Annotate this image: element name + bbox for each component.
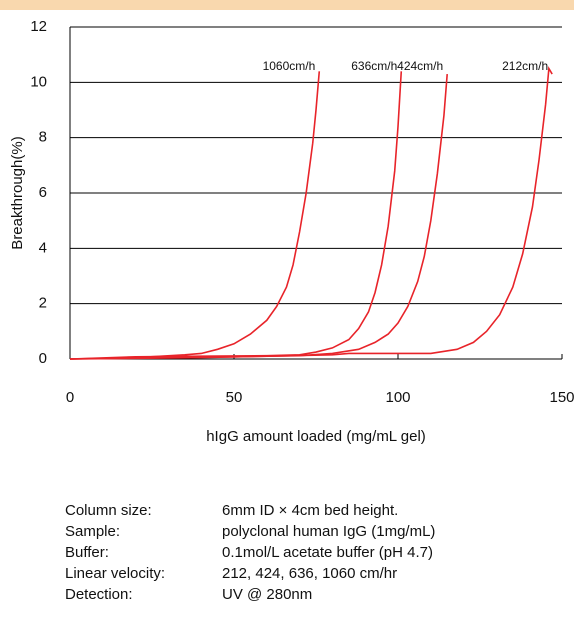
note-value: 6mm ID × 4cm bed height. — [222, 502, 398, 519]
curve-label: 636cm/h — [351, 59, 397, 73]
x-tick-label: 0 — [66, 389, 74, 406]
y-tick-label: 12 — [30, 18, 47, 35]
x-tick-label: 50 — [226, 389, 243, 406]
series-line — [69, 71, 321, 360]
curve-label: 1060cm/h — [263, 59, 316, 73]
note-label: Column size: — [65, 502, 152, 519]
y-axis-title: Breakthrough(%) — [9, 136, 26, 249]
header-band — [0, 0, 574, 10]
series-line — [69, 71, 403, 360]
note-value: UV @ 280nm — [222, 586, 312, 603]
y-tick-label: 0 — [39, 350, 47, 367]
note-label: Buffer: — [65, 544, 109, 561]
series-line — [69, 73, 448, 360]
note-value: polyclonal human IgG (1mg/mL) — [222, 523, 435, 540]
y-tick-label: 10 — [30, 73, 47, 90]
y-tick-label: 6 — [39, 184, 47, 201]
curve-label: 212cm/h — [502, 59, 548, 73]
note-value: 0.1mol/L acetate buffer (pH 4.7) — [222, 544, 433, 561]
curve-label: 424cm/h — [397, 59, 443, 73]
series-line — [69, 65, 553, 360]
note-label: Detection: — [65, 586, 133, 603]
note-label: Sample: — [65, 523, 120, 540]
y-tick-label: 4 — [39, 239, 47, 256]
y-tick-label: 8 — [39, 129, 47, 146]
x-tick-label: 100 — [385, 389, 410, 406]
y-tick-label: 2 — [39, 295, 47, 312]
x-tick-label: 150 — [549, 389, 574, 406]
x-axis-title: hIgG amount loaded (mg/mL gel) — [206, 428, 426, 445]
note-label: Linear velocity: — [65, 565, 165, 582]
note-value: 212, 424, 636, 1060 cm/hr — [222, 565, 397, 582]
